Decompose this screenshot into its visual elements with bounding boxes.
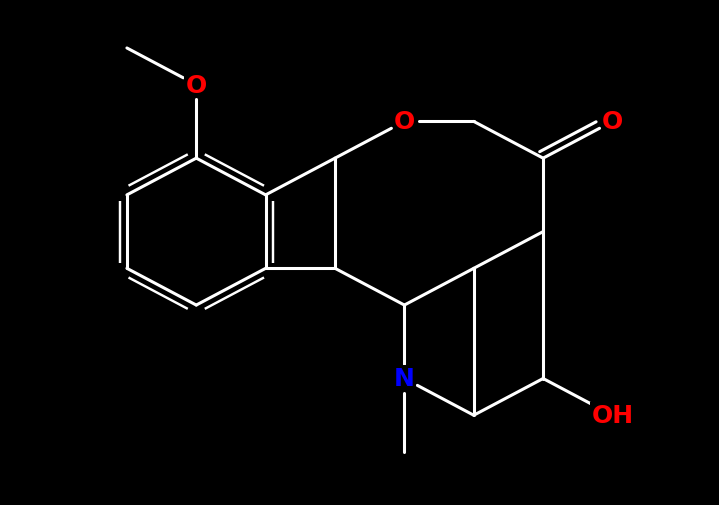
Text: O: O [186,74,207,97]
Text: N: N [394,367,415,391]
Text: O: O [602,110,623,134]
Text: O: O [394,110,415,134]
Text: OH: OH [592,403,633,427]
